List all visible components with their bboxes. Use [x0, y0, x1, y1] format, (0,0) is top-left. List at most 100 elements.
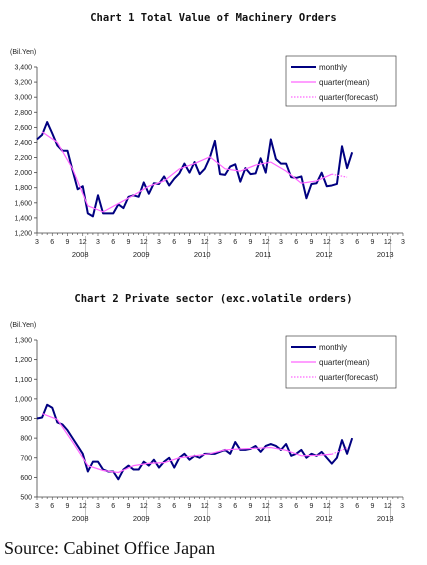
- x-tick-label: 6: [233, 503, 237, 510]
- y-tick-label: 800: [20, 436, 32, 443]
- y-tick-label: 3,200: [14, 80, 32, 87]
- legend-label: quarter(forecast): [319, 373, 378, 382]
- series-monthly-line: [36, 403, 354, 481]
- x-tick-label: 3: [218, 239, 222, 246]
- x-tick-label: 9: [188, 239, 192, 246]
- year-label: 2012: [316, 250, 333, 259]
- y-tick-label: 1,400: [14, 215, 32, 222]
- x-tick-label: 6: [172, 239, 176, 246]
- x-tick-label: 3: [401, 503, 405, 510]
- x-tick-label: 6: [294, 503, 298, 510]
- x-tick-label: 9: [249, 503, 253, 510]
- y-tick-label: 1,200: [14, 231, 32, 238]
- series-quarter-mean-line: [41, 413, 332, 474]
- x-tick-label: 9: [310, 239, 314, 246]
- x-tick-label: 6: [172, 503, 176, 510]
- x-tick-label: 6: [50, 239, 54, 246]
- x-tick-label: 12: [201, 503, 209, 510]
- x-tick-label: 9: [249, 239, 253, 246]
- year-label: 2011: [255, 250, 271, 259]
- y-tick-label: 3,400: [14, 65, 32, 72]
- y-tick-label: 1,800: [14, 185, 32, 192]
- legend-label: monthly: [319, 343, 347, 352]
- y-tick-label: 600: [20, 475, 32, 482]
- legend-label: quarter(mean): [319, 78, 370, 87]
- x-tick-label: 6: [233, 239, 237, 246]
- x-tick-label: 3: [96, 503, 100, 510]
- year-label: 2013: [377, 250, 394, 259]
- x-tick-label: 3: [157, 239, 161, 246]
- year-label: 2009: [133, 514, 150, 523]
- year-label: 2009: [133, 250, 150, 259]
- x-tick-label: 12: [140, 503, 148, 510]
- chart-2: (Bil.Yen) 500 600 700 800 900 1,000 1,100 1,200 1…: [10, 322, 405, 523]
- y-tick-label: 500: [20, 495, 32, 502]
- x-tick-label: 3: [157, 503, 161, 510]
- x-tick-label: 12: [323, 239, 331, 246]
- x-tick-label: 6: [294, 239, 298, 246]
- y-tick-label: 1,000: [14, 396, 32, 403]
- source-note: Source: Cabinet Office Japan: [4, 538, 216, 558]
- y-tick-label: 1,100: [14, 377, 32, 384]
- year-label: 2008: [72, 514, 89, 523]
- x-tick-label: 12: [384, 503, 392, 510]
- x-tick-label: 12: [262, 503, 270, 510]
- year-label: 2008: [72, 250, 89, 259]
- x-tick-label: 3: [96, 239, 100, 246]
- year-label: 2013: [377, 514, 394, 523]
- x-tick-label: 9: [371, 239, 375, 246]
- year-label: 2012: [316, 514, 333, 523]
- legend-label: monthly: [319, 63, 347, 72]
- y-tick-label: 1,600: [14, 200, 32, 207]
- x-tick-label: 9: [127, 503, 131, 510]
- chart-1-title: Chart 1 Total Value of Machinery Orders: [90, 12, 337, 24]
- x-tick-label: 9: [188, 503, 192, 510]
- legend-label: quarter(mean): [319, 358, 370, 367]
- y-tick-label: 1,300: [14, 338, 32, 345]
- year-label: 2011: [255, 514, 271, 523]
- x-tick-label: 12: [262, 239, 270, 246]
- x-tick-label: 3: [279, 503, 283, 510]
- x-tick-label: 3: [340, 239, 344, 246]
- y-tick-label: 2,400: [14, 140, 32, 147]
- y-tick-label: 2,600: [14, 125, 32, 132]
- x-tick-label: 3: [340, 503, 344, 510]
- y-tick-label: 2,200: [14, 155, 32, 162]
- x-tick-label: 3: [35, 239, 39, 246]
- x-tick-label: 12: [79, 503, 87, 510]
- y-unit-label: (Bil.Yen): [10, 49, 36, 56]
- year-label: 2010: [194, 514, 211, 523]
- series-quarter-forecast-line: [331, 173, 348, 178]
- x-tick-label: 6: [111, 503, 115, 510]
- x-tick-label: 6: [355, 503, 359, 510]
- x-tick-label: 12: [79, 239, 87, 246]
- x-tick-label: 9: [310, 503, 314, 510]
- x-tick-label: 6: [50, 503, 54, 510]
- x-tick-label: 3: [279, 239, 283, 246]
- y-unit-label: (Bil.Yen): [10, 322, 36, 329]
- year-label: 2010: [194, 250, 211, 259]
- x-tick-label: 9: [66, 239, 70, 246]
- y-tick-label: 3,000: [14, 95, 32, 102]
- x-tick-label: 12: [201, 239, 209, 246]
- series-quarter-mean-line: [41, 131, 333, 213]
- y-tick-label: 900: [20, 416, 32, 423]
- y-tick-label: 700: [20, 455, 32, 462]
- x-tick-label: 6: [111, 239, 115, 246]
- series-monthly-line: [36, 121, 354, 218]
- y-tick-label: 2,000: [14, 170, 32, 177]
- x-tick-label: 12: [140, 239, 148, 246]
- x-tick-label: 3: [218, 503, 222, 510]
- x-tick-label: 9: [127, 239, 131, 246]
- x-tick-label: 3: [35, 503, 39, 510]
- x-tick-label: 12: [323, 503, 331, 510]
- x-tick-label: 3: [401, 239, 405, 246]
- x-tick-label: 12: [384, 239, 392, 246]
- legend-box: [285, 55, 397, 107]
- x-tick-label: 9: [371, 503, 375, 510]
- y-tick-label: 2,800: [14, 110, 32, 117]
- x-tick-label: 6: [355, 239, 359, 246]
- y-tick-label: 1,200: [14, 357, 32, 364]
- chart-2-title: Chart 2 Private sector (exc.volatile ord…: [74, 293, 353, 305]
- chart-1: (Bil.Yen) 1,200 1,400 1,600 1,800 2,000 2,200 2…: [10, 49, 405, 259]
